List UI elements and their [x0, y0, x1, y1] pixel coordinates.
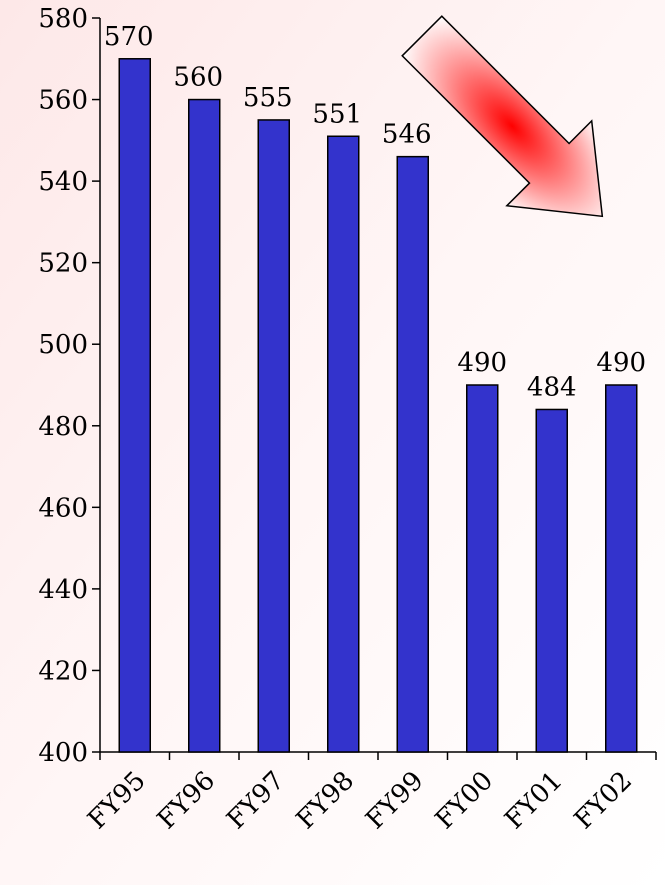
- bar-fy98: [327, 135, 360, 753]
- trend-arrow-icon: [401, 15, 604, 218]
- y-tick-label: 580: [38, 4, 88, 34]
- y-tick-label: 560: [38, 86, 88, 116]
- data-label-fy01: 484: [527, 372, 577, 402]
- y-tick-label: 460: [38, 493, 88, 523]
- bar-fy95: [118, 58, 151, 753]
- bar-fy00: [466, 384, 499, 753]
- data-label-fy99: 546: [382, 120, 432, 150]
- data-label-fy97: 555: [243, 83, 293, 113]
- y-tick-label: 400: [38, 738, 88, 768]
- bar-fy01: [535, 408, 568, 753]
- data-label-fy95: 570: [104, 22, 154, 52]
- data-label-fy98: 551: [312, 99, 362, 129]
- y-tick-label: 420: [38, 656, 88, 686]
- bars: [118, 58, 638, 753]
- data-label-fy00: 490: [457, 348, 507, 378]
- data-label-fy96: 560: [173, 63, 223, 93]
- y-tick-label: 480: [38, 412, 88, 442]
- bar-fy02: [605, 384, 638, 753]
- y-tick-label: 540: [38, 167, 88, 197]
- bar-fy99: [396, 155, 429, 753]
- data-labels: 570 560 555 551 546 490 484 490: [104, 22, 646, 403]
- bar-fy97: [257, 119, 290, 753]
- y-tick-label: 500: [38, 330, 88, 360]
- y-axis: 400 420 440 460 480 500 520 540 560 580: [38, 4, 101, 768]
- y-tick-label: 520: [38, 249, 88, 279]
- data-label-fy02: 490: [596, 348, 646, 378]
- bar-fy96: [188, 98, 221, 753]
- y-tick-label: 440: [38, 575, 88, 605]
